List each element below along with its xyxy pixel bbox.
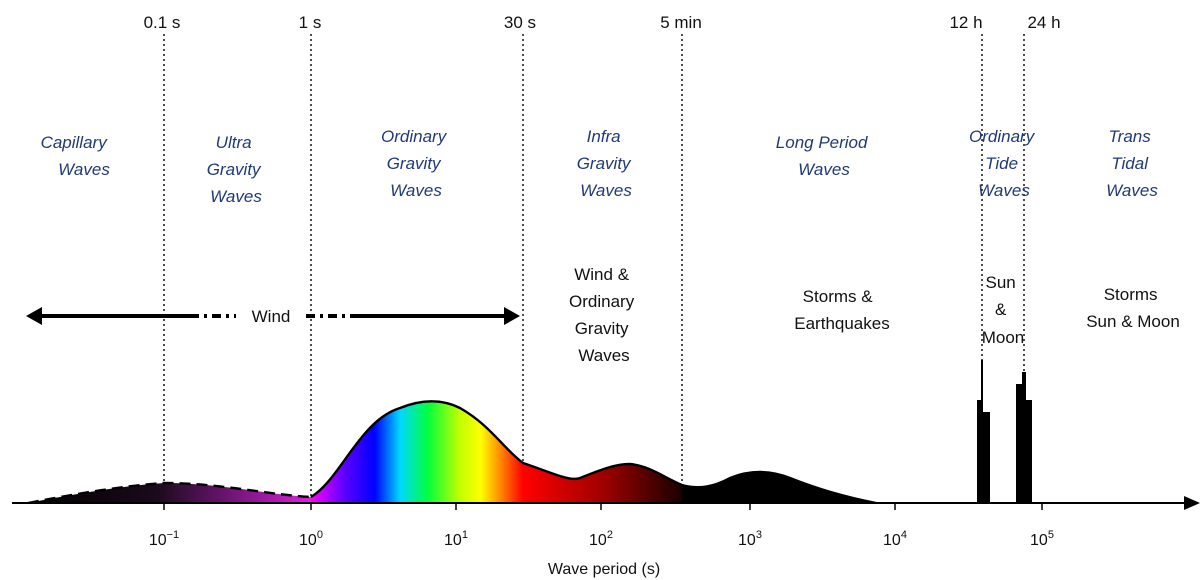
time-marker-5min: 5 min	[660, 13, 702, 32]
axis-title: Wave period (s)	[548, 561, 660, 578]
time-marker-12h: 12 h	[949, 13, 982, 32]
time-marker-1s: 1 s	[299, 13, 322, 32]
category-trans-tidal: Trans Tidal Waves	[1106, 127, 1158, 200]
axis-arrow-head	[1184, 496, 1200, 510]
infra-gravity-band	[523, 463, 682, 503]
time-marker-30s: 30 s	[504, 13, 536, 32]
wind-label: Wind	[252, 307, 291, 326]
category-infra-gravity: Infra Gravity Waves	[577, 127, 636, 200]
category-ultra-gravity: Ultra Gravity Waves	[207, 133, 266, 206]
source-infra: Wind & Ordinary Gravity Waves	[569, 265, 639, 365]
tide-peak-12h-main	[977, 400, 983, 503]
source-long-period: Storms & Earthquakes	[794, 287, 889, 333]
capillary-band	[28, 483, 311, 503]
long-period-band	[682, 472, 876, 503]
tick-label-1e0: 100	[299, 529, 323, 549]
tick-label-1e1: 101	[444, 529, 468, 549]
generating-forces: Wind Wind & Ordinary Gravity Waves Storm…	[26, 265, 1180, 365]
ordinary-gravity-band	[311, 401, 523, 503]
wave-categories: Capillary Waves Ultra Gravity Waves Ordi…	[41, 127, 1159, 206]
tide-peak-24h-low	[1026, 400, 1032, 503]
category-capillary: Capillary Waves	[41, 133, 112, 179]
tick-label-1e5: 105	[1030, 529, 1054, 549]
energy-spectrum	[27, 360, 1032, 505]
arrow-right-head	[504, 307, 520, 325]
tick-label-1e-1: 10−1	[149, 529, 179, 549]
time-marker-labels: 0.1 s 1 s 30 s 5 min 12 h 24 h	[144, 13, 1061, 32]
wind-arrow: Wind	[26, 307, 520, 326]
time-marker-24h: 24 h	[1027, 13, 1060, 32]
tide-peak-24h-side	[1022, 372, 1026, 503]
time-marker-0.1s: 0.1 s	[144, 13, 181, 32]
tick-label-1e2: 102	[589, 529, 613, 549]
capillary-dashed-outline	[27, 481, 312, 505]
tide-peaks	[977, 360, 1032, 503]
tide-peak-24h-main	[1016, 384, 1022, 503]
category-ordinary-gravity: Ordinary Gravity Waves	[381, 127, 451, 200]
x-axis: 10−1 100 101 102 103 104 105 Wave period…	[12, 496, 1200, 578]
category-long-period: Long Period Waves	[776, 133, 872, 179]
tide-peak-12h-spike	[981, 360, 983, 400]
arrow-left-head	[26, 307, 42, 325]
category-ordinary-tide: Ordinary Tide Waves	[969, 127, 1039, 200]
source-trans-tidal: Storms Sun & Moon	[1086, 285, 1180, 331]
tick-label-1e3: 103	[738, 529, 762, 549]
tick-label-1e4: 104	[883, 529, 907, 549]
axis-ticks	[163, 503, 1043, 510]
source-tide: Sun & Moon	[982, 273, 1025, 347]
curve-outline	[310, 400, 877, 505]
tide-peak-12h-side	[983, 412, 990, 503]
